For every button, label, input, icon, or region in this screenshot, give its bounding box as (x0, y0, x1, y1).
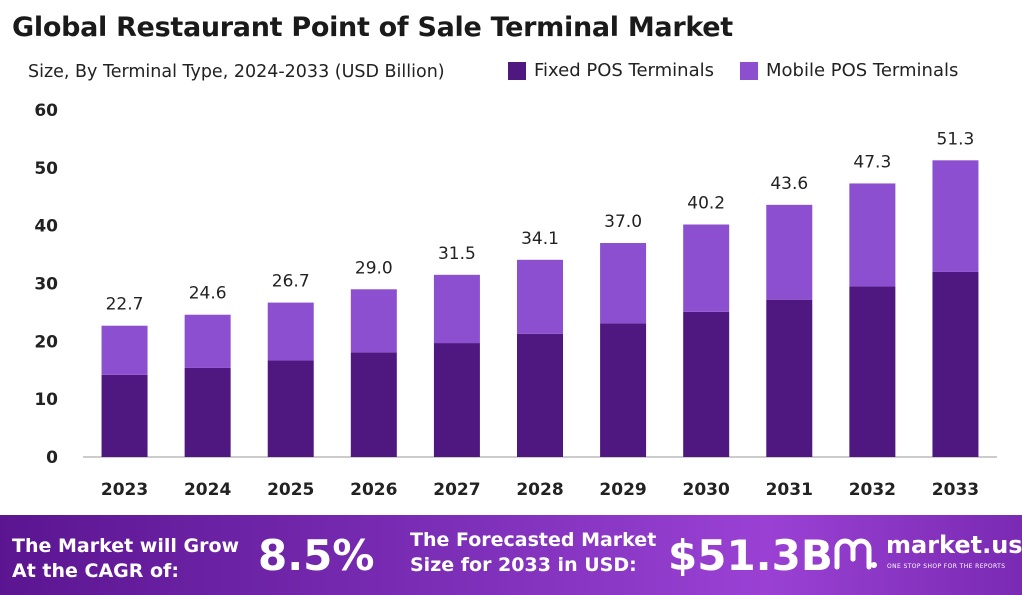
logo-name: market.us (886, 531, 1022, 559)
bar-fixed-2031 (766, 299, 813, 457)
cagr-label-line1: The Market will Grow (12, 535, 240, 557)
bar-mobile-2031 (766, 204, 813, 300)
x-tick-label-2033: 2033 (932, 480, 979, 500)
bar-mobile-2024 (184, 314, 231, 368)
y-tick-label: 60 (34, 101, 58, 121)
legend-label-fixed: Fixed POS Terminals (534, 60, 714, 81)
legend-swatch-mobile (739, 61, 758, 80)
x-tick-label-2024: 2024 (184, 480, 231, 500)
bar-fixed-2024 (184, 367, 231, 457)
legend-swatch-fixed (508, 61, 526, 80)
data-label-2032: 47.3 (853, 152, 891, 172)
forecast-label-line1: The Forecasted Market (410, 529, 657, 551)
chart-subtitle: Size, By Terminal Type, 2024-2033 (USD B… (28, 62, 445, 82)
bar-fixed-2029 (600, 323, 647, 457)
y-tick-label: 50 (34, 159, 58, 179)
bar-fixed-2028 (517, 333, 563, 457)
data-label-2027: 31.5 (438, 244, 476, 264)
y-tick-label: 0 (46, 448, 58, 468)
data-label-2023: 22.7 (106, 295, 144, 315)
logo-tagline: ONE STOP SHOP FOR THE REPORTS (887, 563, 1006, 570)
bar-fixed-2030 (683, 311, 730, 457)
bar-fixed-2025 (267, 360, 314, 457)
x-tick-label-2025: 2025 (267, 480, 314, 500)
bar-fixed-2033 (932, 271, 979, 457)
bar-mobile-2025 (267, 302, 314, 361)
y-tick-label: 30 (34, 275, 58, 295)
bar-mobile-2033 (932, 160, 979, 272)
market-us-logo-icon (834, 538, 877, 570)
legend-item-mobile: Mobile POS Terminals (739, 60, 959, 81)
chart-title: Global Restaurant Point of Sale Terminal… (12, 12, 733, 43)
x-tick-label-2031: 2031 (766, 480, 813, 500)
bar-fixed-2026 (350, 352, 397, 457)
x-tick-label-2028: 2028 (516, 480, 563, 500)
legend: Fixed POS Terminals Mobile POS Terminals (508, 60, 984, 81)
bar-mobile-2026 (350, 289, 397, 353)
summary-banner: The Market will Grow At the CAGR of: 8.5… (0, 515, 1022, 595)
x-tick-label-2029: 2029 (599, 480, 646, 500)
data-label-2033: 51.3 (937, 129, 975, 149)
forecast-label: The Forecasted Market Size for 2033 in U… (410, 528, 656, 578)
bar-fixed-2032 (849, 286, 896, 457)
forecast-label-line2: Size for 2033 in USD: (410, 554, 637, 576)
x-tick-label-2032: 2032 (849, 480, 896, 500)
data-label-2029: 37.0 (604, 212, 642, 232)
bar-mobile-2032 (849, 183, 896, 287)
bar-mobile-2029 (600, 243, 647, 324)
data-label-2026: 29.0 (355, 258, 393, 278)
y-tick-label: 40 (34, 217, 58, 237)
legend-item-fixed: Fixed POS Terminals (508, 60, 714, 81)
bar-mobile-2030 (683, 224, 730, 312)
y-tick-label: 10 (34, 390, 58, 410)
cagr-label: The Market will Grow At the CAGR of: (12, 534, 239, 584)
bar-fixed-2023 (101, 374, 148, 457)
cagr-value: 8.5% (258, 531, 375, 580)
data-label-2030: 40.2 (687, 194, 725, 214)
legend-label-mobile: Mobile POS Terminals (765, 60, 959, 81)
data-label-2031: 43.6 (770, 174, 808, 194)
x-tick-label-2027: 2027 (433, 480, 480, 500)
data-label-2025: 26.7 (272, 272, 310, 292)
bar-mobile-2028 (517, 259, 563, 334)
cagr-label-line2: At the CAGR of: (12, 560, 179, 582)
x-tick-label-2030: 2030 (683, 480, 730, 500)
bar-fixed-2027 (433, 343, 480, 457)
forecast-value: $51.3B (668, 531, 833, 580)
y-tick-label: 20 (34, 332, 58, 352)
bar-chart: 010203040506022.7202324.6202426.7202529.… (34, 101, 997, 500)
bar-mobile-2023 (101, 325, 148, 375)
x-tick-label-2026: 2026 (350, 480, 397, 500)
bar-mobile-2027 (433, 274, 480, 344)
data-label-2028: 34.1 (521, 229, 559, 249)
data-label-2024: 24.6 (189, 284, 227, 304)
x-tick-label-2023: 2023 (101, 480, 148, 500)
